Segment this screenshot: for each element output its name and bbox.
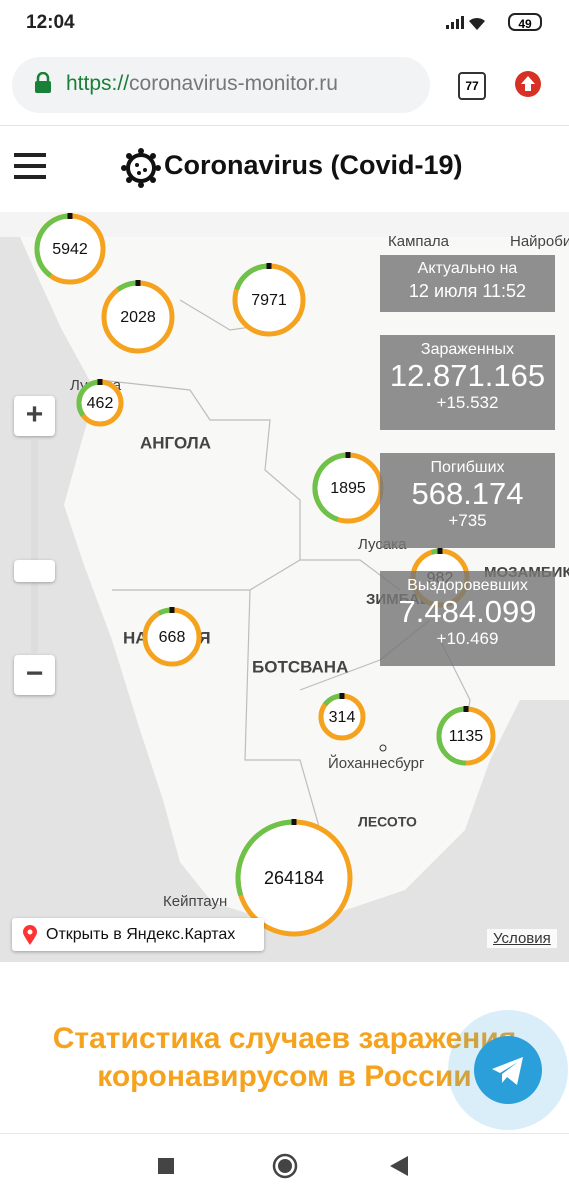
home-button[interactable]	[272, 1153, 298, 1179]
url-bar[interactable]	[12, 57, 430, 113]
cluster-count: 314	[329, 709, 356, 726]
cluster-tick	[345, 452, 351, 458]
home-dot	[278, 1159, 292, 1173]
stat-panel: Выздоровевших 7.484.099 +10.469	[380, 571, 555, 666]
zoom-handle[interactable]	[14, 560, 55, 582]
cluster-arc	[142, 607, 202, 667]
cluster-tick	[463, 706, 469, 712]
cluster: 1895	[312, 452, 384, 524]
cluster-count: 264184	[264, 868, 324, 888]
cluster-arc	[232, 263, 306, 337]
cluster-count: 1895	[330, 480, 366, 497]
stat-total: 12.871.165	[389, 358, 546, 393]
map-label: АНГОЛА	[140, 433, 211, 452]
stat-label: Зараженных	[420, 341, 515, 358]
cluster: 462	[76, 379, 124, 427]
virus-logo	[121, 148, 161, 188]
map-label: Кампала	[388, 233, 450, 250]
updated-panel: Актуально на 12 июля 11:52	[380, 255, 555, 312]
cluster-count: 462	[87, 395, 114, 412]
city-dot	[379, 744, 387, 752]
updated-label: Актуально на	[417, 260, 518, 277]
url-scheme: https://	[66, 72, 130, 95]
map-label: ЛЕСОТО	[358, 814, 417, 830]
cluster-arc	[101, 280, 175, 354]
map-label: Найроби	[510, 233, 569, 250]
cluster-count: 1135	[449, 728, 484, 745]
open-in-yandex[interactable]: Открыть в Яндекс.Картах	[12, 918, 264, 951]
cluster-count: 2028	[120, 309, 156, 326]
stat-total: 7.484.099	[398, 594, 537, 629]
signal-icons	[446, 16, 485, 30]
section-title-line: коронавирусом в России	[97, 1060, 472, 1093]
zoom-in[interactable]: +	[14, 396, 55, 436]
cluster: 314	[318, 693, 366, 741]
stat-delta: +735	[448, 511, 487, 530]
cluster-tick	[437, 548, 443, 554]
cluster-count: 5942	[52, 241, 88, 258]
cluster: 1135	[436, 706, 496, 766]
cluster-tick	[291, 819, 297, 825]
updated-date: 12 июля 11:52	[408, 281, 527, 301]
recents-button[interactable]	[158, 1158, 174, 1174]
tab-count[interactable]: 77	[458, 72, 486, 100]
zoom-out[interactable]: −	[14, 655, 55, 695]
nav-buttons	[158, 1153, 408, 1179]
menu-button[interactable]	[14, 153, 46, 181]
stat-panel: Погибших 568.174 +735	[380, 453, 555, 548]
cluster-tick	[169, 607, 175, 613]
cluster-arc	[76, 379, 124, 427]
zoom-slider[interactable]	[31, 438, 38, 653]
stat-delta: +10.469	[436, 629, 499, 648]
cluster-arc	[235, 819, 353, 937]
site-title: Coronavirus (Covid-19)	[164, 150, 463, 180]
cluster: 5942	[34, 213, 106, 285]
cluster: 264184	[235, 819, 353, 937]
telegram-button[interactable]	[473, 1035, 543, 1105]
cluster: 7971	[232, 263, 306, 337]
url-host: coronavirus-monitor.ru	[129, 72, 338, 95]
cluster: 2028	[101, 280, 175, 354]
cluster-count: 7971	[251, 292, 287, 309]
cluster: 668	[142, 607, 202, 667]
cluster-arc	[410, 548, 470, 608]
clock: 12:04	[26, 12, 75, 33]
cluster-arc	[312, 452, 384, 524]
map-label: Кейптаун	[163, 893, 227, 910]
terms-link[interactable]: Условия	[487, 929, 557, 948]
battery: 49	[508, 13, 542, 31]
cluster-tick	[135, 280, 141, 286]
stat-label: Выздоровевших	[407, 577, 528, 594]
cluster-tick	[339, 693, 345, 699]
section-title-line: Статистика случаев заражения	[52, 1022, 517, 1055]
stat-label: Погибших	[430, 459, 505, 476]
stat-total: 568.174	[411, 476, 524, 511]
open-label: Открыть в Яндекс.Картах	[46, 926, 236, 943]
map-label: Йоханнесбург	[328, 754, 425, 772]
back-button[interactable]	[390, 1156, 408, 1176]
pin-icon	[23, 925, 37, 945]
cluster-tick	[97, 379, 103, 385]
stat-delta: +15.532	[436, 393, 499, 412]
cluster-arc	[34, 213, 106, 285]
stat-panel: Зараженных 12.871.165 +15.532	[380, 335, 555, 430]
lock-icon	[35, 72, 51, 93]
cluster-tick	[67, 213, 73, 219]
url[interactable]: https://coronavirus-monitor.ru	[66, 72, 338, 96]
cluster-tick	[266, 263, 272, 269]
map-label: БОТСВАНА	[252, 657, 348, 676]
upload-button[interactable]	[514, 70, 542, 98]
cluster-arc	[318, 693, 366, 741]
site-header	[0, 125, 569, 213]
cluster-count: 668	[159, 629, 186, 646]
